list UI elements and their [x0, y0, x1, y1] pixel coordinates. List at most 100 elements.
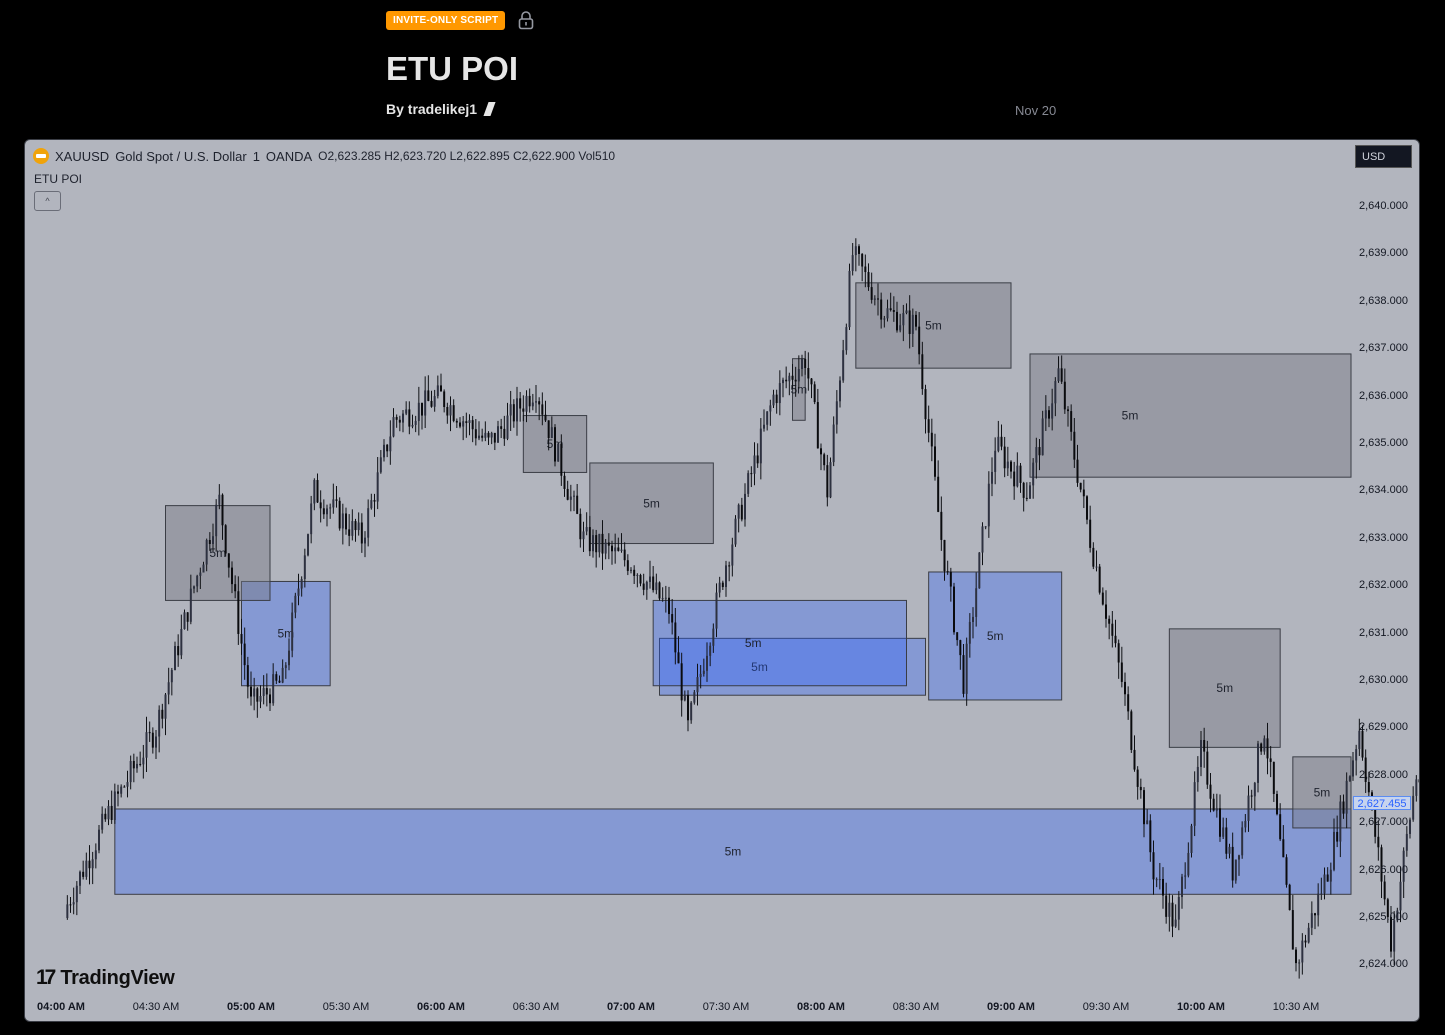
candle-body — [186, 612, 189, 622]
candle-body — [411, 424, 414, 427]
candle-body — [1063, 381, 1066, 410]
price-tick-label: 2,630.000 — [1359, 674, 1408, 686]
candle-body — [471, 420, 474, 430]
time-tick-label: 08:00 AM — [797, 1001, 845, 1013]
price-tick-label: 2,636.000 — [1359, 389, 1408, 402]
candle-body — [139, 763, 142, 765]
chart-container[interactable]: 5m5m5m5m5m5m5m5m5m5m5m5m5m XAUUSD Gold S… — [24, 139, 1420, 1022]
candle-body — [693, 692, 696, 703]
candle-body — [1244, 820, 1247, 828]
candle-body — [766, 411, 769, 425]
candle-body — [1082, 489, 1085, 497]
candle-body — [937, 476, 940, 512]
candle-body — [858, 246, 860, 254]
candle-body — [934, 446, 936, 477]
candle-body — [1114, 635, 1117, 644]
bullish-poi-zone — [652, 599, 908, 687]
candle-body — [1095, 566, 1098, 568]
candle-body — [414, 420, 417, 425]
bullish-poi-zone-label: 5m — [987, 629, 1004, 643]
candle-body — [664, 597, 667, 599]
candle-body — [1184, 875, 1187, 877]
candle-body — [436, 385, 439, 397]
candle-body — [94, 850, 97, 860]
candle-body — [696, 677, 699, 693]
candle-body — [706, 655, 708, 671]
candle-body — [797, 369, 800, 382]
candle-body — [873, 298, 876, 300]
candle-body — [338, 500, 341, 529]
candle-body — [177, 646, 180, 656]
bullish-poi-zone-label: 5m — [277, 627, 294, 641]
candle-body — [1136, 769, 1139, 787]
candle-body — [155, 736, 157, 748]
candle-body — [389, 436, 392, 452]
candle-body — [557, 443, 560, 462]
candle-body — [617, 547, 620, 551]
candle-body — [997, 436, 1000, 451]
candle-body — [490, 432, 493, 438]
candle-body — [1187, 852, 1190, 876]
candle-body — [433, 396, 436, 407]
candle-body — [240, 633, 243, 644]
candle-body — [541, 404, 544, 415]
candle-body — [595, 535, 598, 553]
candle-body — [231, 567, 233, 585]
candle-body — [560, 443, 563, 476]
candle-body — [1117, 643, 1120, 663]
candle-body — [1377, 836, 1380, 848]
candle-body — [785, 379, 788, 382]
candle-body — [813, 384, 816, 403]
candle-body — [636, 574, 639, 576]
candle-body — [902, 313, 905, 326]
indicator-label[interactable]: ETU POI — [34, 172, 83, 186]
script-title: ETU POI — [386, 50, 519, 87]
currency-button[interactable]: USD — [1355, 145, 1412, 168]
candle-body — [189, 588, 192, 622]
candle-body — [528, 395, 531, 407]
candle-body — [1215, 808, 1218, 811]
candle-body — [623, 549, 626, 561]
legend-symbol[interactable]: XAUUSD — [55, 148, 110, 164]
candle-body — [227, 553, 230, 568]
candle-body — [1260, 743, 1263, 752]
candle-body — [1038, 447, 1041, 456]
candle-body — [930, 432, 933, 447]
candle-body — [1336, 831, 1339, 842]
candle-body — [1057, 368, 1060, 382]
candle-body — [1298, 962, 1301, 964]
author-name[interactable]: By tradelikej1 — [386, 101, 478, 117]
price-plot[interactable]: 5m5m5m5m5m5m5m5m5m5m5m5m5m — [25, 140, 1419, 1021]
candle-body — [199, 572, 202, 576]
candle-body — [297, 588, 300, 596]
candle-body — [262, 688, 265, 697]
candle-body — [563, 475, 566, 489]
price-tick-label: 2,640.000 — [1359, 200, 1408, 212]
candle-body — [1168, 902, 1171, 917]
bearish-poi-zone-label: 5m — [1314, 785, 1331, 799]
candle-body — [712, 628, 715, 646]
candle-body — [1149, 820, 1152, 853]
candle-body — [715, 592, 718, 629]
bearish-poi-zone — [855, 282, 1012, 369]
candle-body — [1301, 940, 1304, 963]
candle-body — [744, 493, 746, 520]
author-byline[interactable]: By tradelikej1 — [386, 101, 496, 117]
candle-body — [474, 429, 477, 439]
candle-body — [1108, 618, 1111, 624]
candle-body — [630, 569, 632, 571]
candle-body — [329, 507, 332, 509]
candle-body — [250, 686, 252, 697]
candle-body — [598, 533, 601, 553]
candle-body — [1247, 795, 1250, 821]
collapse-legend-button[interactable]: ^ — [34, 191, 61, 211]
tradingview-logo[interactable]: 17 TradingView — [36, 966, 175, 990]
candle-body — [218, 494, 221, 505]
price-tick-label: 2,633.000 — [1359, 531, 1408, 544]
candle-body — [753, 455, 756, 474]
candle-body — [1345, 780, 1348, 814]
candle-body — [376, 472, 379, 502]
candle-body — [484, 432, 487, 438]
candle-body — [205, 540, 208, 565]
candle-body — [554, 427, 556, 462]
